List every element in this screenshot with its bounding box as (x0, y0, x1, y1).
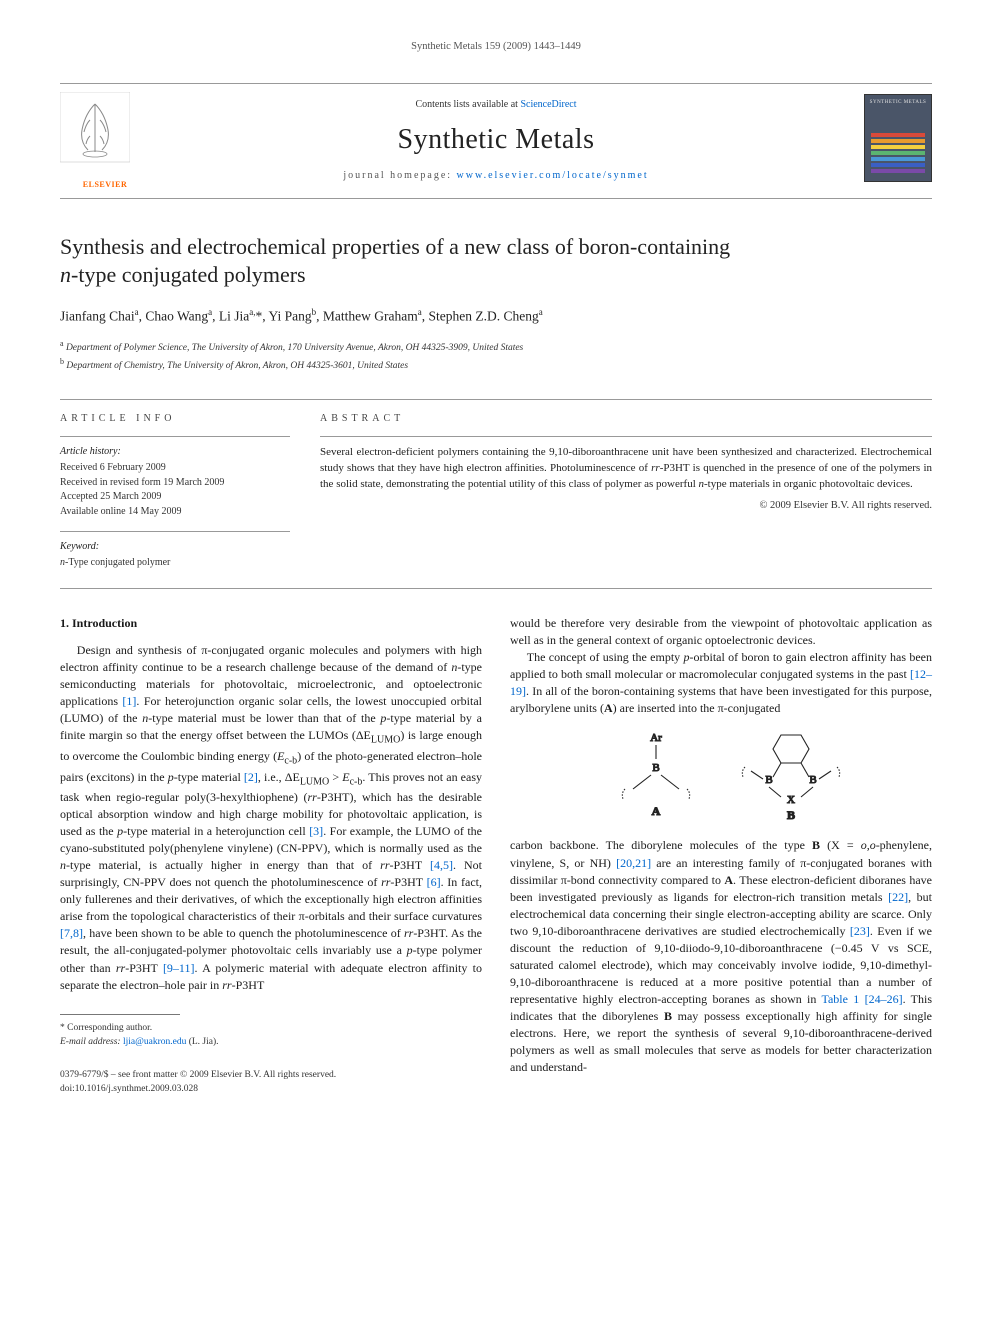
article-body: 1. Introduction Design and synthesis of … (60, 615, 932, 1096)
title-line-2-rest: -type conjugated polymers (71, 262, 306, 287)
title-line-1: Synthesis and electrochemical properties… (60, 234, 730, 259)
keyword-item: n-Type conjugated polymer (60, 556, 290, 570)
label-X: X (787, 794, 795, 806)
cover-thumb-title: SYNTHETIC METALS (865, 99, 931, 106)
journal-homepage-line: journal homepage: www.elsevier.com/locat… (150, 169, 842, 183)
svg-text:B: B (765, 774, 772, 786)
affiliation-a: a Department of Polymer Science, The Uni… (60, 338, 932, 355)
svg-text:B: B (809, 774, 816, 786)
history-item: Accepted 25 March 2009 (60, 490, 290, 505)
doi-line: doi:10.1016/j.synthmet.2009.03.028 (60, 1083, 482, 1096)
article-info-heading: ARTICLE INFO (60, 412, 290, 426)
publisher-name: ELSEVIER (60, 179, 150, 190)
elsevier-tree-icon (60, 92, 130, 172)
structure-label-B: B (787, 808, 795, 822)
cover-color-bars (871, 133, 925, 173)
page-footer: 0379-6779/$ – see front matter © 2009 El… (60, 1069, 482, 1096)
footnote-separator (60, 1014, 180, 1015)
structure-label-A: A (652, 804, 661, 818)
footnotes: * Corresponding author. E-mail address: … (60, 1021, 482, 1050)
history-item: Received 6 February 2009 (60, 461, 290, 476)
body-paragraph-3: carbon backbone. The diborylene molecule… (510, 837, 932, 1075)
publisher-logo-block: ELSEVIER (60, 92, 150, 190)
journal-homepage-link[interactable]: www.elsevier.com/locate/synmet (457, 170, 649, 181)
sciencedirect-link[interactable]: ScienceDirect (520, 99, 576, 110)
abstract-text: Several electron-deficient polymers cont… (320, 445, 932, 493)
history-item: Received in revised form 19 March 2009 (60, 476, 290, 491)
contents-lists-line: Contents lists available at ScienceDirec… (150, 98, 842, 112)
affiliation-b: b Department of Chemistry, The Universit… (60, 356, 932, 373)
email-suffix: (L. Jia). (189, 1037, 219, 1047)
article-title: Synthesis and electrochemical properties… (60, 233, 932, 288)
homepage-prefix: journal homepage: (343, 170, 456, 181)
affiliations: a Department of Polymer Science, The Uni… (60, 338, 932, 373)
history-item: Available online 14 May 2009 (60, 505, 290, 520)
author-email-link[interactable]: ljia@uakron.edu (123, 1037, 186, 1047)
abstract-heading: ABSTRACT (320, 412, 932, 426)
email-label: E-mail address: (60, 1037, 121, 1047)
label-Ar: Ar (650, 732, 662, 744)
abstract-copyright: © 2009 Elsevier B.V. All rights reserved… (320, 499, 932, 514)
keyword-label: Keyword: (60, 540, 290, 554)
journal-title: Synthetic Metals (150, 120, 842, 159)
body-paragraph-2a: would be therefore very desirable from t… (510, 615, 932, 649)
journal-cover-thumbnail: SYNTHETIC METALS (864, 94, 932, 182)
section-1-heading: 1. Introduction (60, 615, 482, 632)
abstract-block: ABSTRACT Several electron-deficient poly… (320, 412, 932, 570)
corresponding-author-note: * Corresponding author. (60, 1021, 482, 1035)
running-header: Synthetic Metals 159 (2009) 1443–1449 (60, 40, 932, 55)
journal-masthead: ELSEVIER Contents lists available at Sci… (60, 83, 932, 199)
article-history-label: Article history: (60, 445, 290, 459)
contents-prefix: Contents lists available at (415, 99, 520, 110)
email-line: E-mail address: ljia@uakron.edu (L. Jia)… (60, 1035, 482, 1049)
body-paragraph-2b: The concept of using the empty p-orbital… (510, 649, 932, 717)
svg-text:B: B (652, 762, 659, 774)
article-info-block: ARTICLE INFO Article history: Received 6… (60, 412, 290, 570)
author-list: Jianfang Chaia, Chao Wanga, Li Jiaa,*, Y… (60, 306, 932, 326)
chemical-structure-diagram: Ar B A B B (510, 727, 932, 827)
body-paragraph-1: Design and synthesis of π-conjugated org… (60, 642, 482, 993)
front-matter-line: 0379-6779/$ – see front matter © 2009 El… (60, 1069, 482, 1082)
